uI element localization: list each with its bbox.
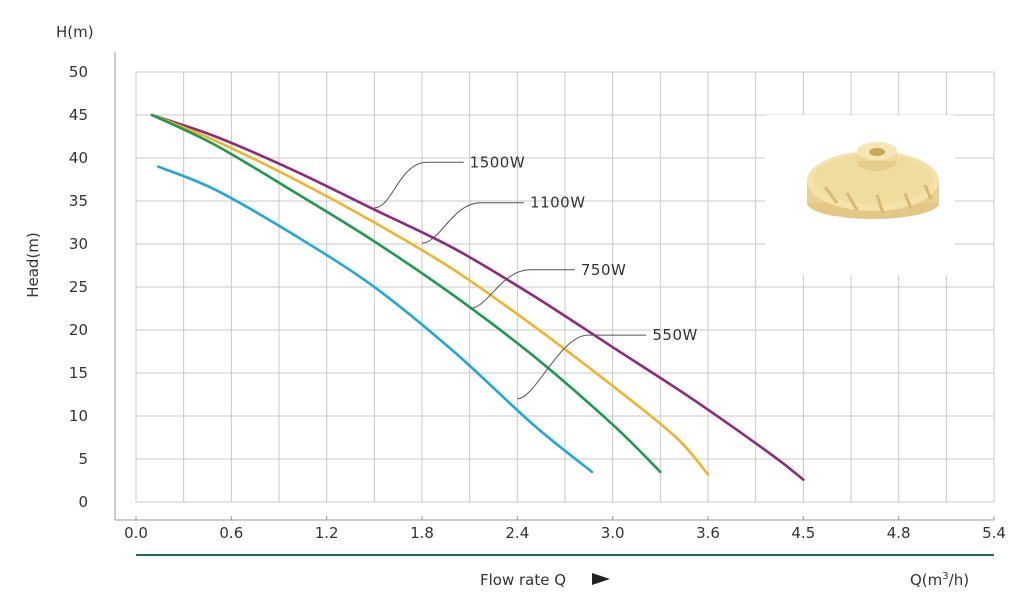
impeller-image (765, 115, 955, 275)
x-unit-prefix: Q(m (910, 571, 942, 589)
x-tick-label: 5.4 (982, 524, 1006, 542)
x-axis-label: Flow rate Q (480, 571, 566, 589)
impeller-icon (807, 142, 939, 219)
series-callouts: 1500W 1100W 750W 550W (374, 153, 697, 400)
x-tick-label: 1.2 (315, 524, 339, 542)
x-tick-label: 1.8 (410, 524, 434, 542)
series-line-750w (150, 113, 662, 474)
x-unit-suffix: /h) (949, 571, 969, 589)
y-axis-top-label: H(m) (56, 23, 94, 41)
x-tick-label: 0.6 (219, 524, 243, 542)
axes: 0 5 10 15 20 25 30 35 40 45 50 0.0 0.6 1.2 1.8 2.4 3.0 3.… (69, 52, 1006, 556)
y-tick-label: 15 (69, 364, 88, 382)
y-tick-label: 40 (69, 149, 88, 167)
series-line-1500w (150, 113, 805, 481)
y-tick-label: 10 (69, 407, 88, 425)
series-label-1100w: 1100W (530, 194, 586, 212)
series-line-550w (156, 165, 594, 474)
series-label-550w: 550W (652, 326, 697, 344)
y-tick-label: 30 (69, 235, 88, 253)
x-tick-label: 2.4 (505, 524, 529, 542)
y-tick-label: 0 (78, 493, 88, 511)
y-tick-label: 35 (69, 192, 88, 210)
y-tick-label: 45 (69, 106, 88, 124)
x-axis-unit: Q(m3/h) (910, 571, 969, 589)
x-axis-arrow-icon (592, 573, 610, 585)
y-tick-label: 20 (69, 321, 88, 339)
callout-line (517, 334, 647, 400)
series-line-1100w (150, 113, 710, 476)
series-label-1500w: 1500W (470, 153, 526, 171)
y-tick-label: 5 (78, 450, 88, 468)
x-tick-label: 4.5 (791, 524, 815, 542)
callout-line (469, 269, 575, 309)
x-tick-label: 0.0 (124, 524, 148, 542)
x-unit-superscript: 3 (942, 571, 948, 582)
y-tick-label: 50 (69, 63, 88, 81)
series-label-750w: 750W (581, 261, 626, 279)
callout-line (421, 202, 525, 244)
x-tick-label: 4.8 (887, 524, 911, 542)
y-tick-label: 25 (69, 278, 88, 296)
series-lines (150, 113, 805, 481)
y-axis-label: Head(m) (24, 232, 42, 298)
callout-line (374, 161, 464, 209)
x-tick-label: 3.0 (601, 524, 625, 542)
x-tick-label: 3.6 (696, 524, 720, 542)
